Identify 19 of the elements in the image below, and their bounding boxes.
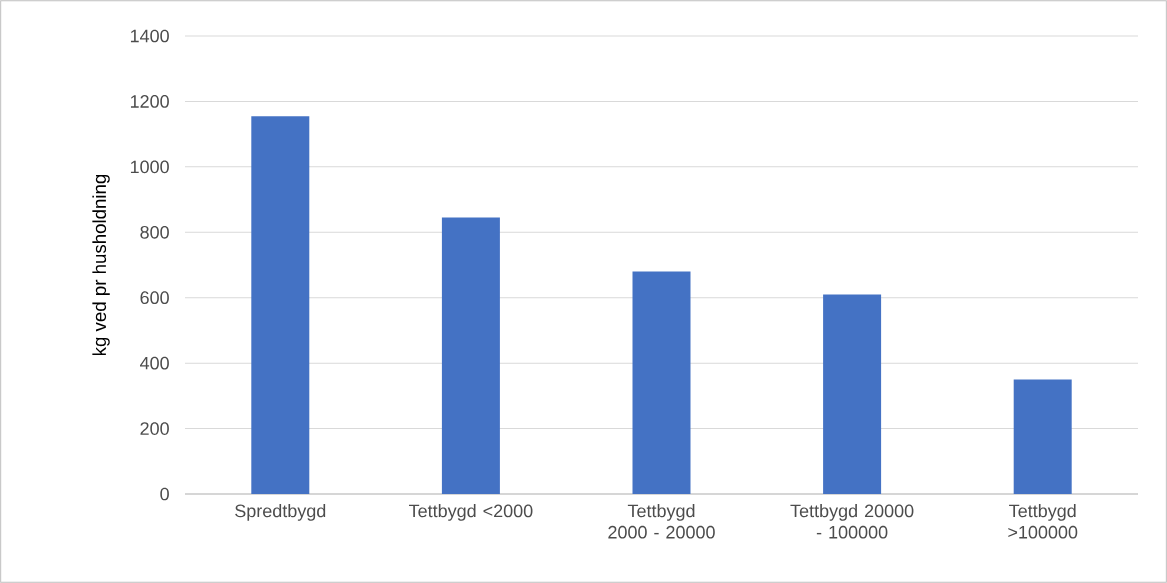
x-tick-label: Tettbygd 20000 - 100000 [790, 504, 914, 539]
bar [823, 294, 882, 494]
y-tick-label: 600 [140, 291, 169, 305]
bar [251, 116, 310, 494]
y-tick-label: 200 [140, 422, 169, 435]
y-tick-label: 1000 [130, 160, 169, 174]
y-tick-label: 400 [140, 356, 169, 370]
y-tick-label: 1400 [130, 29, 169, 43]
bar [632, 271, 691, 494]
y-tick-label: 800 [140, 225, 169, 239]
y-tick-label: 1200 [130, 95, 169, 108]
bar [441, 217, 500, 494]
x-tick-label: Tettbygd 2000 - 20000 [608, 504, 715, 539]
y-axis-title: kg ved pr husholdning [92, 174, 110, 356]
x-tick-label: Tettbygd >100000 [1008, 504, 1078, 539]
x-tick-label: Spredtbygd [235, 504, 326, 521]
y-tick-label: 0 [160, 487, 169, 501]
x-tick-label: Tettbygd <2000 [409, 504, 533, 521]
bar [1013, 379, 1072, 494]
